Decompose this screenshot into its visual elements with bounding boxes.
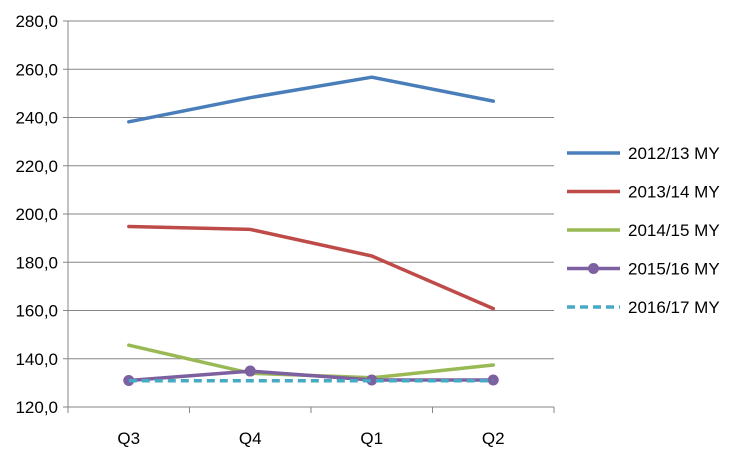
gridlines xyxy=(68,20,554,360)
x-tick-label: Q1 xyxy=(360,429,383,448)
legend: 2012/13 MY 2013/14 MY 2014/15 MY 2015/16 MY… xyxy=(567,144,720,317)
series-lines xyxy=(123,75,499,386)
y-tick-label: 120,0 xyxy=(15,398,58,417)
data-point xyxy=(366,374,378,386)
data-point xyxy=(244,365,256,377)
series-line xyxy=(127,224,496,311)
y-tick-label: 220,0 xyxy=(15,157,58,176)
legend-item: 2016/17 MY xyxy=(567,298,720,317)
legend-item: 2013/14 MY xyxy=(567,183,720,202)
legend-item: 2014/15 MY xyxy=(567,221,720,240)
x-tick-label: Q2 xyxy=(482,429,505,448)
y-tick-label: 200,0 xyxy=(15,205,58,224)
y-tick-label: 240,0 xyxy=(15,109,58,128)
legend-label: 2014/15 MY xyxy=(628,221,720,240)
series-line xyxy=(127,75,496,124)
y-tick-label: 180,0 xyxy=(15,253,58,272)
legend-label: 2016/17 MY xyxy=(628,298,720,317)
y-tick-label: 280,0 xyxy=(15,12,58,31)
series-line xyxy=(127,343,496,380)
legend-label: 2012/13 MY xyxy=(628,144,720,163)
y-tick-label: 140,0 xyxy=(15,350,58,369)
legend-marker xyxy=(588,263,599,274)
axes xyxy=(63,20,555,413)
data-point xyxy=(123,374,135,386)
y-tick-label: 160,0 xyxy=(15,302,58,321)
legend-item: 2012/13 MY xyxy=(567,144,720,163)
y-tick-label: 260,0 xyxy=(15,60,58,79)
legend-label: 2013/14 MY xyxy=(628,183,720,202)
x-tick-label: Q3 xyxy=(117,429,140,448)
legend-label: 2015/16 MY xyxy=(628,260,720,279)
x-tick-labels: Q3 Q4 Q1 Q2 xyxy=(117,429,504,448)
x-tick-label: Q4 xyxy=(239,429,262,448)
legend-item: 2015/16 MY xyxy=(567,260,720,279)
y-tick-labels: 120,0 140,0 160,0 180,0 200,0 220,0 240,0 260,0… xyxy=(15,12,58,417)
